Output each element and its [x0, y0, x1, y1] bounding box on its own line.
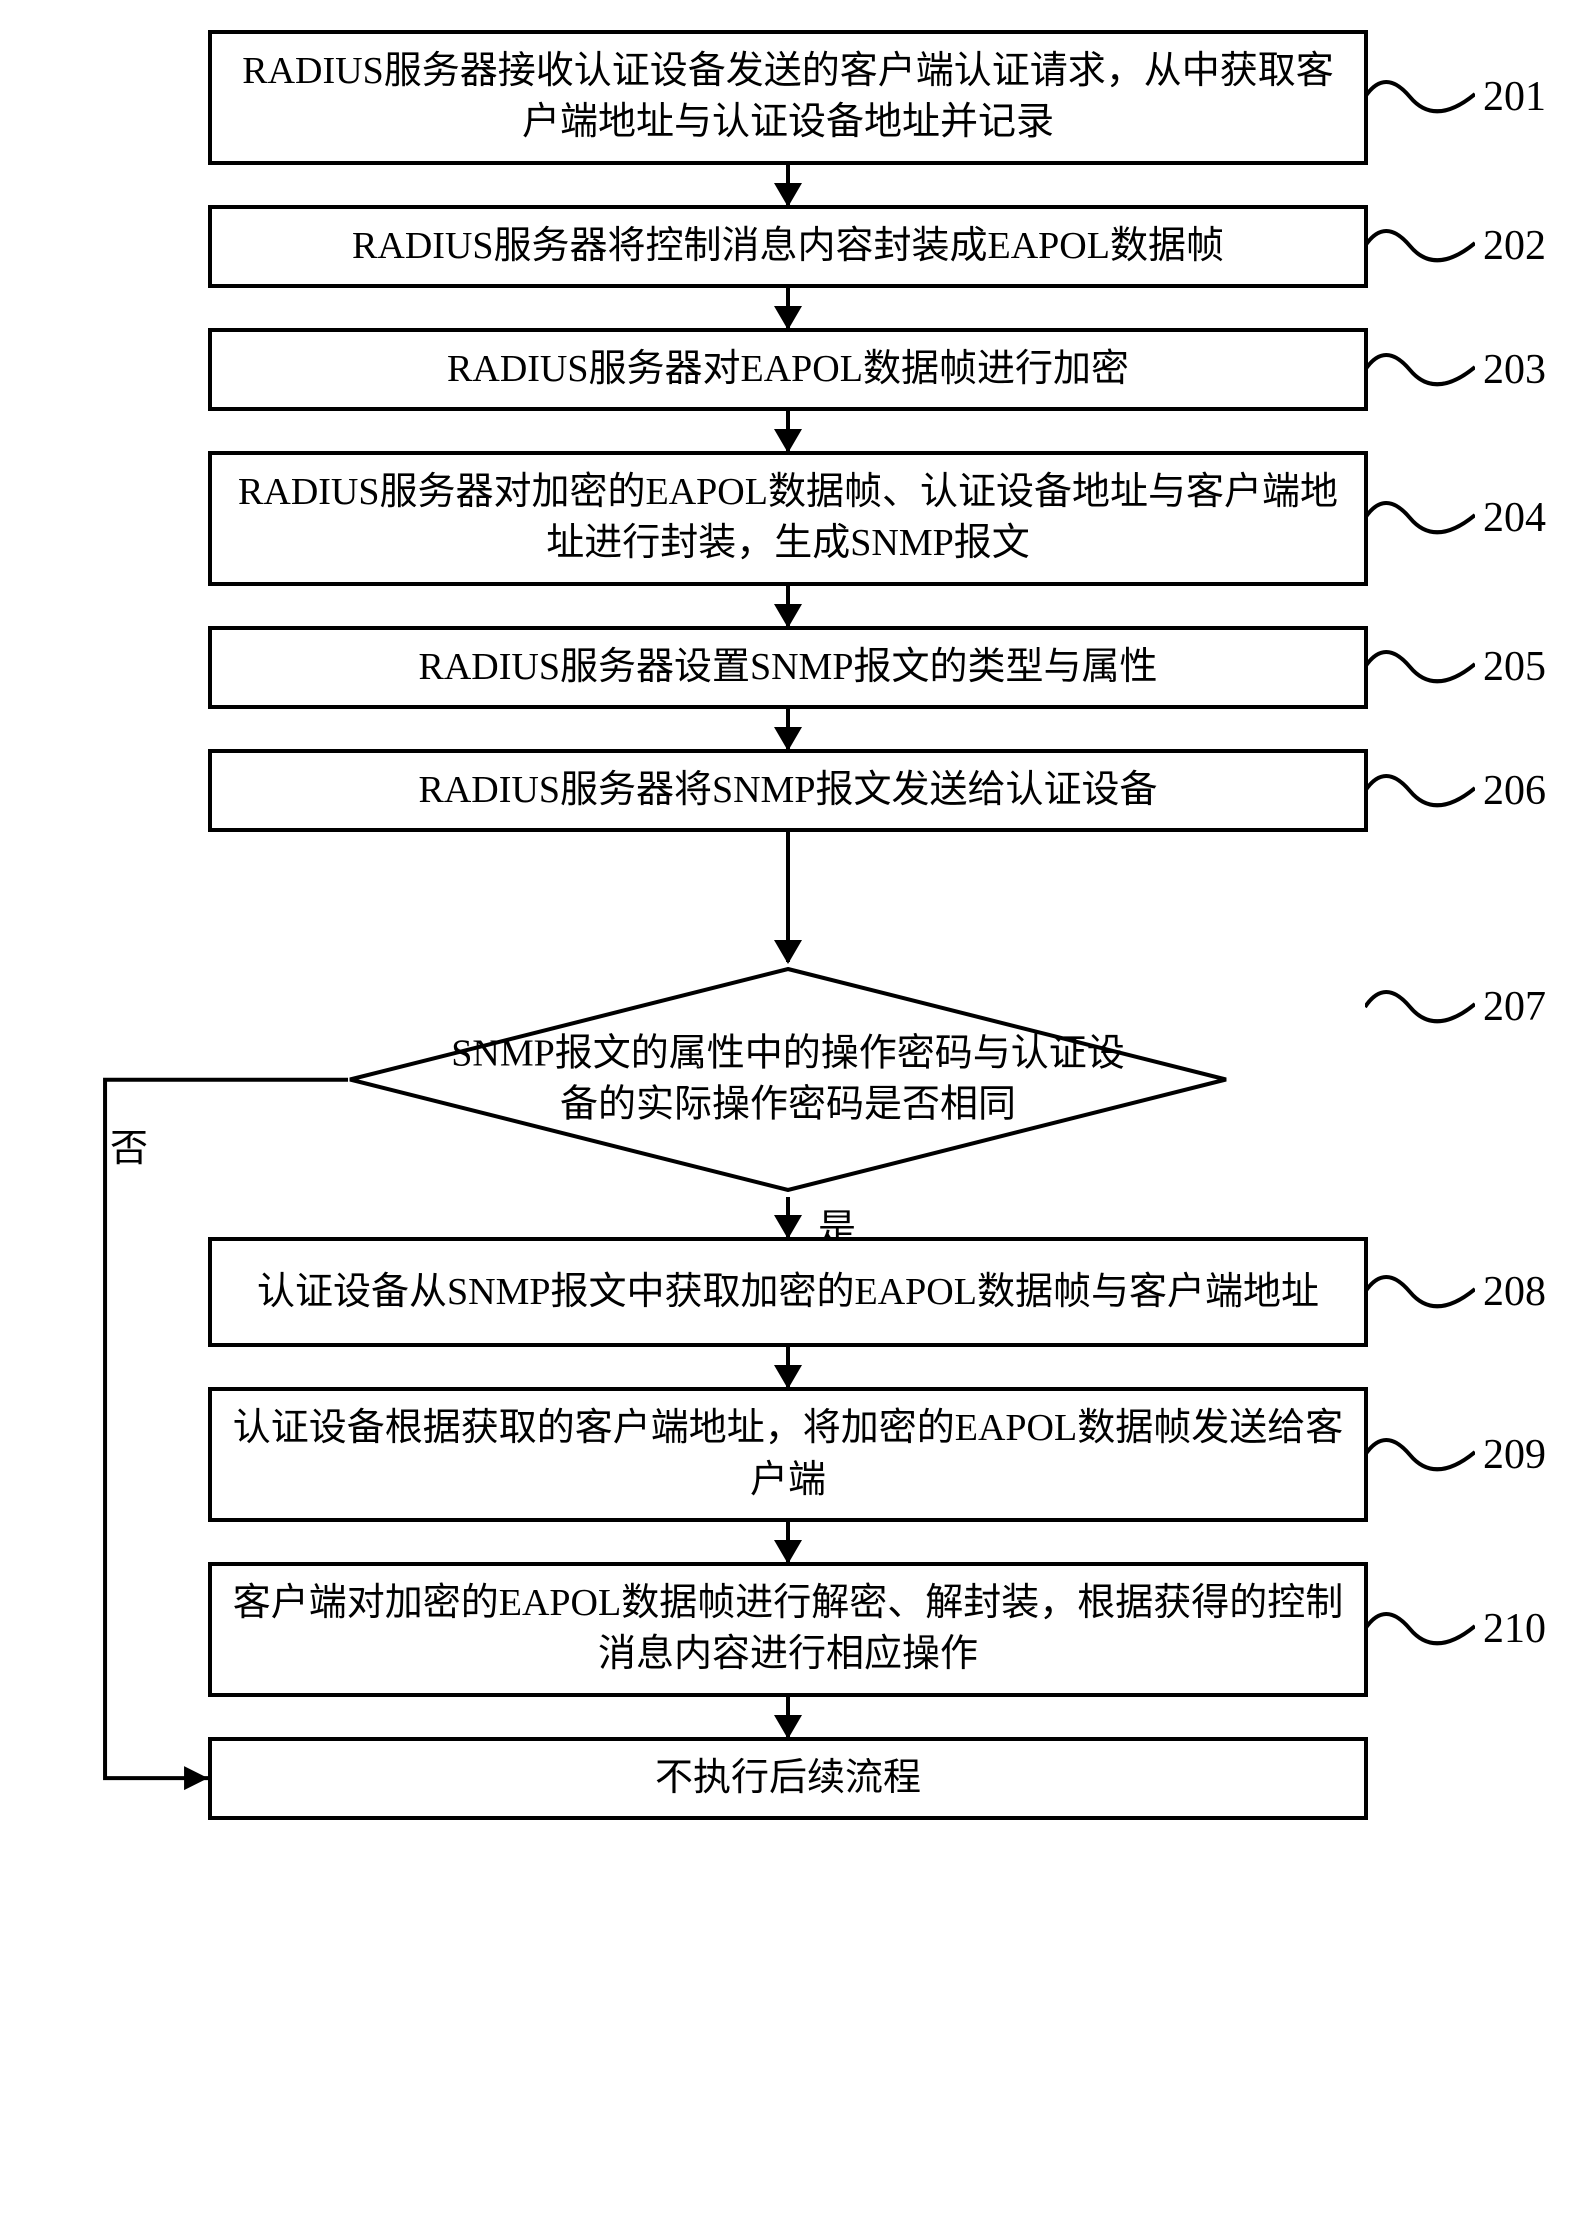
process-text: RADIUS服务器设置SNMP报文的类型与属性 [419, 646, 1158, 688]
step-number: 202 [1483, 222, 1546, 270]
process-text: RADIUS服务器接收认证设备发送的客户端认证请求，从中获取客户端地址与认证设备… [232, 46, 1344, 149]
decision-diamond-207: SNMP报文的属性中的操作密码与认证设备的实际操作密码是否相同 [348, 967, 1228, 1192]
step-label-207: 207 [1365, 982, 1546, 1032]
connector-squiggle [1365, 345, 1475, 395]
branch-area: 是 否 [30, 1197, 1546, 1237]
step-row: RADIUS服务器对加密的EAPOL数据帧、认证设备地址与客户端地址进行封装，生… [30, 451, 1546, 586]
decision-text: SNMP报文的属性中的操作密码与认证设备的实际操作密码是否相同 [436, 1029, 1140, 1132]
step-number: 204 [1483, 494, 1546, 542]
connector-squiggle [1365, 1267, 1475, 1317]
process-text: RADIUS服务器对EAPOL数据帧进行加密 [447, 348, 1129, 390]
arrow-down [786, 1197, 790, 1237]
step-label-206: 206 [1365, 766, 1546, 816]
arrow-down [786, 165, 790, 205]
step-row: RADIUS服务器接收认证设备发送的客户端认证请求，从中获取客户端地址与认证设备… [30, 30, 1546, 165]
terminal-text: 不执行后续流程 [655, 1757, 921, 1799]
connector-squiggle [1365, 493, 1475, 543]
process-box-209: 认证设备根据获取的客户端地址，将加密的EAPOL数据帧发送给客户端 [208, 1387, 1368, 1522]
step-number: 209 [1483, 1431, 1546, 1479]
step-row: RADIUS服务器设置SNMP报文的类型与属性 205 [30, 626, 1546, 709]
decision-wrap: SNMP报文的属性中的操作密码与认证设备的实际操作密码是否相同 [208, 962, 1368, 1197]
arrow-down [786, 586, 790, 626]
step-label-202: 202 [1365, 221, 1546, 271]
arrow-down [786, 709, 790, 749]
arrow-down [786, 1347, 790, 1387]
process-box-206: RADIUS服务器将SNMP报文发送给认证设备 [208, 749, 1368, 832]
process-box-210: 客户端对加密的EAPOL数据帧进行解密、解封装，根据获得的控制消息内容进行相应操… [208, 1562, 1368, 1697]
connector-squiggle [1365, 982, 1475, 1032]
connector-squiggle [1365, 72, 1475, 122]
decision-row: SNMP报文的属性中的操作密码与认证设备的实际操作密码是否相同 207 [30, 962, 1546, 1197]
step-number: 207 [1483, 983, 1546, 1031]
process-box-203: RADIUS服务器对EAPOL数据帧进行加密 [208, 328, 1368, 411]
step-number: 206 [1483, 767, 1546, 815]
process-text: 认证设备根据获取的客户端地址，将加密的EAPOL数据帧发送给客户端 [232, 1403, 1344, 1506]
connector-squiggle [1365, 642, 1475, 692]
process-text: RADIUS服务器将SNMP报文发送给认证设备 [419, 769, 1158, 811]
connector-squiggle [1365, 1430, 1475, 1480]
step-label-204: 204 [1365, 493, 1546, 543]
step-row: 客户端对加密的EAPOL数据帧进行解密、解封装，根据获得的控制消息内容进行相应操… [30, 1562, 1546, 1697]
process-text: 客户端对加密的EAPOL数据帧进行解密、解封装，根据获得的控制消息内容进行相应操… [232, 1578, 1344, 1681]
process-box-208: 认证设备从SNMP报文中获取加密的EAPOL数据帧与客户端地址 [208, 1237, 1368, 1347]
process-box-205: RADIUS服务器设置SNMP报文的类型与属性 [208, 626, 1368, 709]
step-number: 203 [1483, 346, 1546, 394]
step-number: 210 [1483, 1605, 1546, 1653]
connector-squiggle [1365, 221, 1475, 271]
process-text: 认证设备从SNMP报文中获取加密的EAPOL数据帧与客户端地址 [257, 1267, 1319, 1318]
process-text: RADIUS服务器将控制消息内容封装成EAPOL数据帧 [352, 225, 1224, 267]
process-box-204: RADIUS服务器对加密的EAPOL数据帧、认证设备地址与客户端地址进行封装，生… [208, 451, 1368, 586]
arrow-down [786, 832, 790, 962]
step-label-210: 210 [1365, 1604, 1546, 1654]
arrow-down [786, 411, 790, 451]
step-row: RADIUS服务器将SNMP报文发送给认证设备 206 [30, 749, 1546, 832]
step-number: 201 [1483, 73, 1546, 121]
step-number: 208 [1483, 1268, 1546, 1316]
step-row: RADIUS服务器将控制消息内容封装成EAPOL数据帧 202 [30, 205, 1546, 288]
terminal-box: 不执行后续流程 [208, 1737, 1368, 1820]
step-label-209: 209 [1365, 1430, 1546, 1480]
terminal-row: 不执行后续流程 [30, 1737, 1546, 1820]
step-row: 认证设备从SNMP报文中获取加密的EAPOL数据帧与客户端地址 208 [30, 1237, 1546, 1347]
step-label-203: 203 [1365, 345, 1546, 395]
process-box-202: RADIUS服务器将控制消息内容封装成EAPOL数据帧 [208, 205, 1368, 288]
connector-squiggle [1365, 1604, 1475, 1654]
process-box-201: RADIUS服务器接收认证设备发送的客户端认证请求，从中获取客户端地址与认证设备… [208, 30, 1368, 165]
no-label: 否 [110, 1117, 148, 1172]
step-row: 认证设备根据获取的客户端地址，将加密的EAPOL数据帧发送给客户端 209 [30, 1387, 1546, 1522]
step-row: RADIUS服务器对EAPOL数据帧进行加密 203 [30, 328, 1546, 411]
flowchart-container: RADIUS服务器接收认证设备发送的客户端认证请求，从中获取客户端地址与认证设备… [30, 30, 1546, 1820]
arrow-down [786, 1697, 790, 1737]
step-label-205: 205 [1365, 642, 1546, 692]
step-label-201: 201 [1365, 72, 1546, 122]
connector-squiggle [1365, 766, 1475, 816]
step-number: 205 [1483, 643, 1546, 691]
step-label-208: 208 [1365, 1267, 1546, 1317]
process-text: RADIUS服务器对加密的EAPOL数据帧、认证设备地址与客户端地址进行封装，生… [232, 467, 1344, 570]
arrow-down [786, 288, 790, 328]
arrow-down [786, 1522, 790, 1562]
